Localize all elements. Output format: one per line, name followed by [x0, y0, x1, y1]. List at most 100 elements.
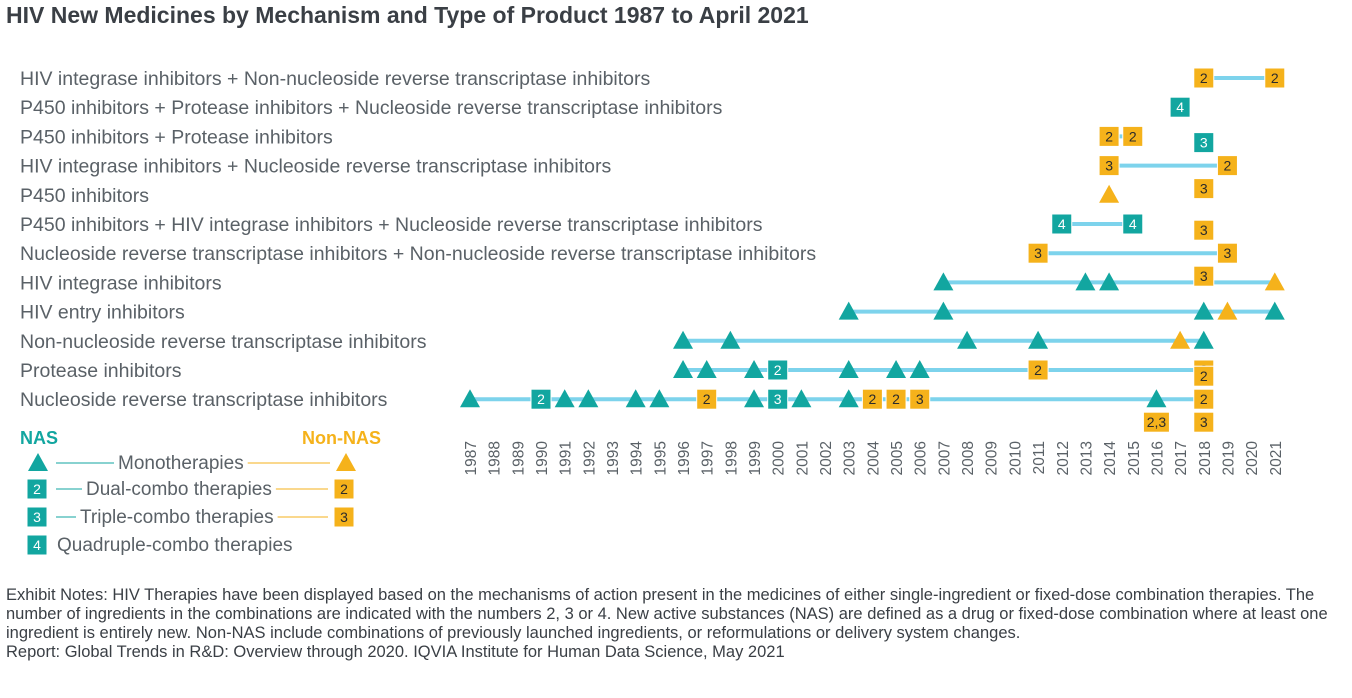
marker-label: 2	[1271, 70, 1279, 86]
triangle-marker	[1264, 272, 1285, 291]
marker-label: 3	[33, 509, 41, 525]
marker-box	[26, 478, 48, 500]
row-label: HIV integrase inhibitors + Nucleoside re…	[20, 156, 611, 178]
triangle-marker	[696, 360, 717, 378]
x-tick-label: 2001	[794, 441, 811, 475]
triangle-marker	[1170, 330, 1191, 349]
marker-box	[1193, 365, 1215, 387]
marker-box	[1216, 155, 1238, 177]
square-marker: 3	[1216, 242, 1238, 264]
x-tick-label: 2018	[1197, 441, 1214, 475]
triangle-marker	[673, 330, 694, 349]
square-marker: 3	[1098, 155, 1120, 177]
x-tick-label: 2021	[1268, 441, 1285, 475]
x-tick-label: 1987	[463, 441, 480, 475]
triangle-marker	[957, 330, 978, 349]
square-marker: 2	[1027, 359, 1049, 381]
square-marker: 4	[1051, 213, 1073, 235]
marker-label: 2	[340, 481, 348, 497]
marker-box	[1193, 411, 1215, 433]
row-label: P450 inhibitors	[20, 185, 149, 207]
square-marker: 2	[696, 388, 718, 410]
square-marker: 3	[1193, 411, 1215, 433]
x-tick-label: 2007	[936, 441, 953, 475]
marker-label: 3	[774, 391, 782, 407]
row-label: Non-nucleoside reverse transcriptase inh…	[20, 331, 427, 353]
square-marker: 3	[767, 388, 789, 410]
notes-paragraph: Exhibit Notes: HIV Therapies have been d…	[6, 586, 1328, 642]
x-tick-label: 2003	[842, 441, 859, 475]
marker-box	[1098, 155, 1120, 177]
x-tick-label: 2002	[818, 441, 835, 475]
marker-box	[333, 478, 355, 500]
x-tick-label: 2012	[1055, 441, 1072, 475]
triangle-marker	[1264, 301, 1285, 320]
square-marker: 2	[1264, 67, 1286, 89]
square-marker: 3	[1193, 132, 1215, 154]
marker-box	[1216, 242, 1238, 264]
triangle-marker	[578, 389, 599, 408]
x-tick-label: 2020	[1244, 441, 1261, 476]
square-marker: 2	[1098, 125, 1120, 147]
x-tick-label: 1992	[581, 441, 598, 475]
square-marker: 4	[1169, 96, 1191, 118]
series-lines	[470, 76, 1275, 402]
marker-box	[1193, 388, 1215, 410]
marker-label: 2	[868, 391, 876, 407]
square-marker: 2	[1122, 125, 1144, 147]
square-marker: 2	[861, 388, 883, 410]
x-tick-label: 2004	[865, 441, 882, 476]
x-tick-label: 1995	[652, 441, 669, 475]
triangle-marker	[838, 301, 859, 320]
marker-label: 2	[703, 391, 711, 407]
row-label: HIV integrase inhibitors	[20, 272, 222, 294]
marker-label: 2	[537, 391, 545, 407]
row-label: HIV integrase inhibitors + Non-nucleosid…	[20, 68, 651, 90]
marker-label: 4	[33, 537, 41, 553]
legend-nas-square: 2	[26, 478, 48, 500]
triangle-marker	[625, 389, 646, 408]
x-tick-label: 2010	[1007, 441, 1024, 476]
marker-box	[767, 359, 789, 381]
legend-non-nas-square: 3	[333, 506, 355, 528]
x-axis-ticks: 1987 1988 1989 1990 1991 1992 1993 1994 1995 1996…	[463, 441, 1285, 476]
square-marker: 2	[1216, 155, 1238, 177]
marker-box	[1122, 213, 1144, 235]
marker-box	[26, 534, 48, 556]
triangle-marker	[744, 389, 765, 408]
triangle-marker	[1193, 330, 1214, 349]
report-source: Report: Global Trends in R&D: Overview t…	[6, 643, 785, 661]
triangle-marker	[886, 360, 907, 378]
marker-label: 4	[1176, 99, 1184, 115]
square-marker: 3	[1027, 242, 1049, 264]
x-tick-label: 2005	[889, 441, 906, 475]
triangle-marker	[791, 389, 812, 408]
marker-box	[1027, 359, 1049, 381]
marker-label: 3	[1105, 158, 1113, 174]
marker-box	[767, 388, 789, 410]
triangle-marker	[909, 360, 930, 378]
square-marker: 2,3	[1142, 411, 1170, 433]
marker-label: 4	[1129, 216, 1137, 232]
marker-box	[1098, 125, 1120, 147]
marker-box	[1193, 132, 1215, 154]
marker-box	[1193, 265, 1215, 287]
x-tick-label: 2013	[1078, 441, 1095, 475]
marker-label: 2	[1034, 362, 1042, 378]
row-labels: HIV integrase inhibitors + Non-nucleosid…	[20, 68, 816, 411]
row-label: P450 inhibitors + Protease inhibitors	[20, 126, 333, 148]
square-marker: 2	[767, 359, 789, 381]
marker-box	[1193, 67, 1215, 89]
triangle-marker	[1075, 272, 1096, 291]
marker-box	[1142, 411, 1170, 433]
marker-label: 2	[1200, 70, 1208, 86]
legend-nas-square: 3	[26, 506, 48, 528]
x-tick-label: 1988	[487, 441, 504, 475]
x-tick-label: 1994	[629, 441, 646, 476]
row-label: P450 inhibitors + Protease inhibitors + …	[20, 97, 723, 119]
x-tick-label: 2006	[913, 441, 930, 475]
marker-box	[1051, 213, 1073, 235]
x-tick-label: 1991	[558, 441, 575, 475]
legend-non-nas-square: 2	[333, 478, 355, 500]
